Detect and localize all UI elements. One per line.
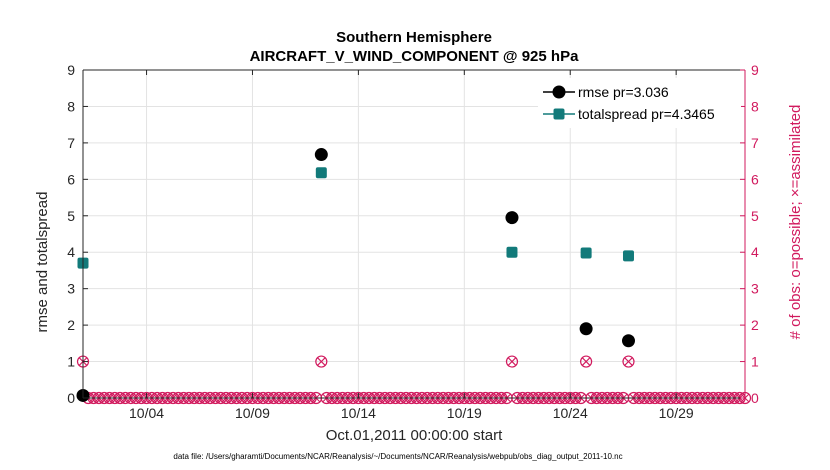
y-tick-label-right: 2 (751, 317, 759, 333)
y-tick-label-left: 9 (67, 62, 75, 78)
y-tick-label-right: 7 (751, 135, 759, 151)
obs-assimilated-cross (624, 357, 633, 366)
y-tick-label-right: 4 (751, 244, 759, 260)
obs-count-point (315, 355, 328, 368)
x-tick-label: 10/09 (235, 405, 270, 421)
x-tick-label: 10/14 (341, 405, 376, 421)
y-tick-label-right: 6 (751, 171, 759, 187)
y-tick-label-left: 1 (67, 354, 75, 370)
totalspread-point (506, 246, 518, 258)
obs-possible-circle (580, 355, 593, 368)
legend: rmse pr=3.036 totalspread pr=4.3465 (538, 78, 741, 128)
x-tick-label: 10/29 (659, 405, 694, 421)
legend-rmse-marker (552, 85, 566, 99)
x-axis-label: Oct.01,2011 00:00:00 start (326, 427, 503, 444)
y-tick-label-right: 3 (751, 281, 759, 297)
rmse-point (579, 322, 593, 336)
y-tick-label-right: 9 (751, 62, 759, 78)
chart-title-line-2: AIRCRAFT_V_WIND_COMPONENT @ 925 hPa (250, 48, 580, 65)
y-axis-left-label: rmse and totalspread (34, 192, 51, 333)
y-tick-label-left: 2 (67, 317, 75, 333)
y-tick-label-left: 0 (67, 390, 75, 406)
obs-count-point (622, 355, 635, 368)
obs-count-point (580, 355, 593, 368)
rmse-point (314, 148, 328, 162)
y-tick-label-right: 0 (751, 390, 759, 406)
y-tick-label-right: 8 (751, 98, 759, 114)
totalspread-point (315, 167, 327, 179)
obs-assimilated-cross (581, 357, 591, 366)
legend-rmse-label: rmse pr=3.036 (578, 84, 669, 100)
y-axis-right-label: # of obs: o=possible; ×=assimilated (787, 105, 804, 340)
y-tick-label-left: 7 (67, 135, 75, 151)
totalspread-point (580, 247, 592, 259)
x-tick-label: 10/24 (553, 405, 588, 421)
y-tick-label-left: 5 (67, 208, 75, 224)
y-tick-label-left: 6 (67, 171, 75, 187)
legend-spread-label: totalspread pr=4.3465 (578, 106, 715, 122)
x-tick-label: 10/19 (447, 405, 482, 421)
axes: 0 1 2 3 4 5 6 7 8 9 0 1 2 3 4 5 6 7 8 9 10/04 10/09 10/14 10/19… (67, 62, 759, 421)
totalspread-point (622, 250, 634, 262)
chart-title-line-1: Southern Hemisphere (336, 29, 492, 46)
data-series (76, 148, 635, 402)
y-tick-label-left: 8 (67, 98, 75, 114)
obs-possible-circle (505, 355, 519, 368)
legend-spread-marker (553, 108, 565, 120)
y-tick-label-left: 3 (67, 281, 75, 297)
obs-assimilated-cross (507, 357, 517, 366)
data-file-footnote: data file: /Users/gharamti/Documents/NCA… (173, 452, 622, 461)
grid (83, 69, 745, 399)
x-tick-label: 10/04 (129, 405, 164, 421)
rmse-point (505, 211, 519, 225)
legend-box (538, 78, 741, 128)
y-tick-label-right: 5 (751, 208, 759, 224)
rmse-point (621, 334, 635, 348)
obs-possible-circle (315, 355, 328, 368)
obs-assimilated-cross (316, 357, 326, 366)
y-tick-label-right: 1 (751, 354, 759, 370)
y-tick-label-left: 4 (67, 244, 75, 260)
obs-count-point (505, 355, 519, 368)
obs-possible-circle (622, 355, 635, 368)
